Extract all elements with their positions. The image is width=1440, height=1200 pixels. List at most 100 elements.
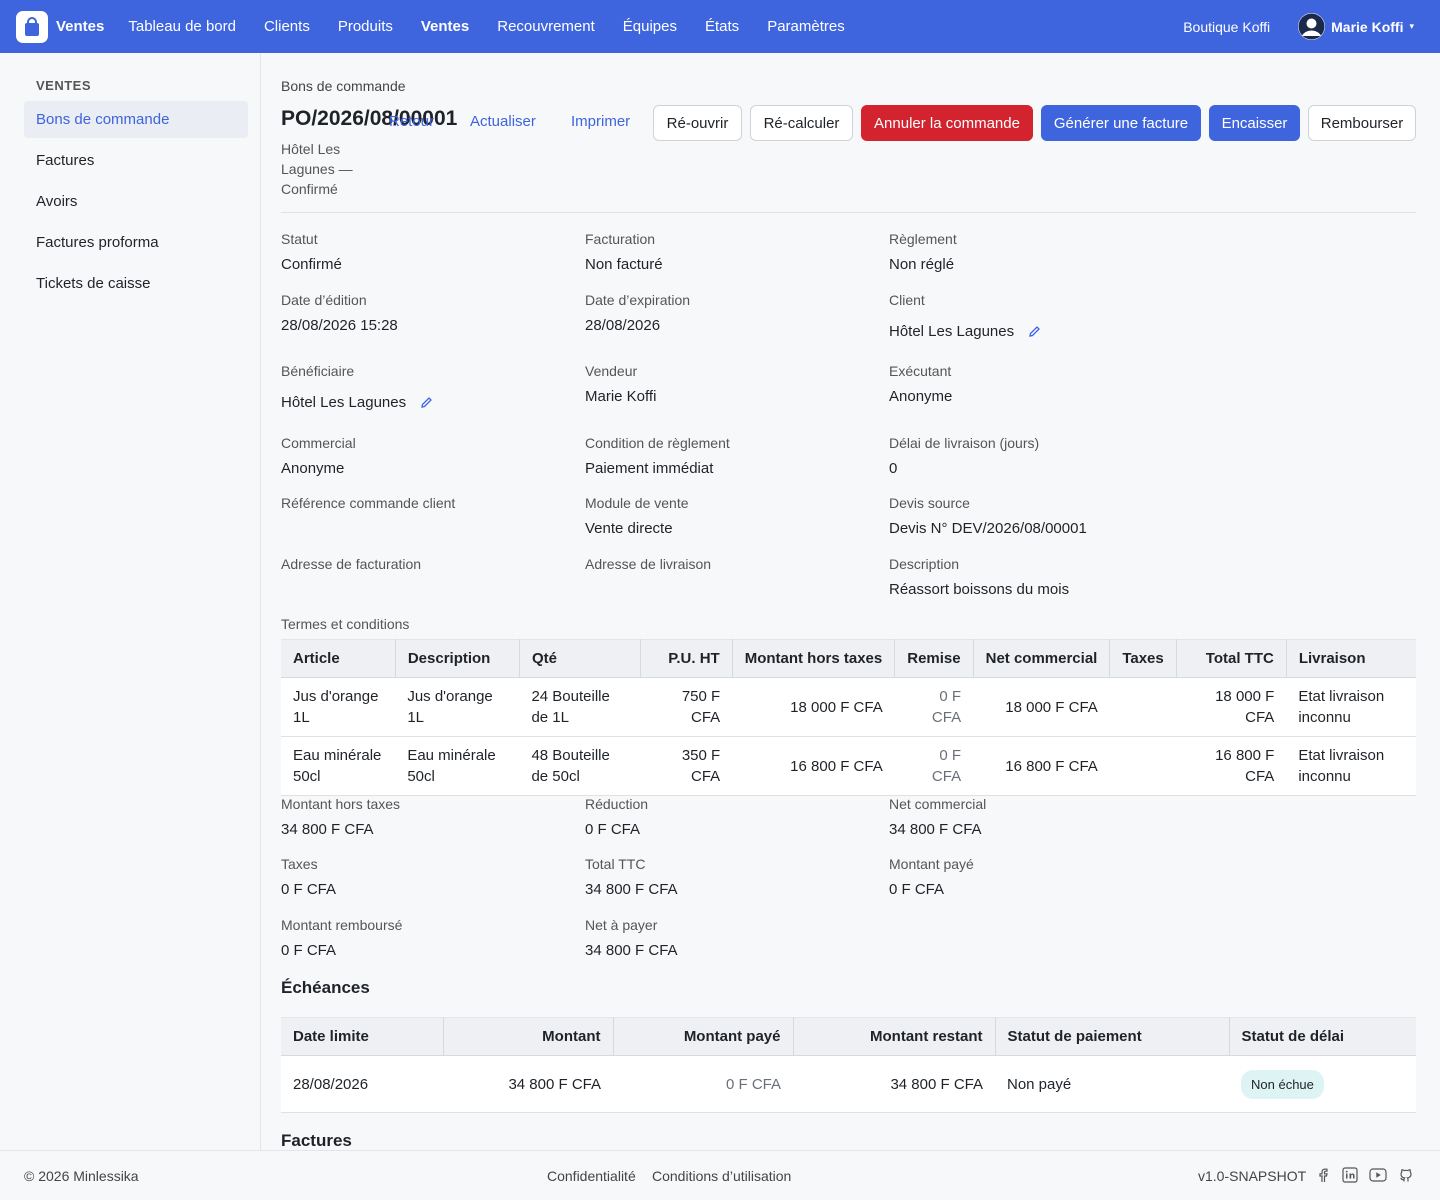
edit-beneficiary-pencil-icon[interactable] xyxy=(420,396,433,409)
field-sales-module: Module de vente Vente directe xyxy=(585,495,689,537)
nav-settings[interactable]: Paramètres xyxy=(767,18,845,35)
cell-description: Eau minérale 50cl xyxy=(395,736,520,796)
field-issue-date: Date d’édition 28/08/2026 15:28 xyxy=(281,292,398,334)
column-header[interactable]: Date limite xyxy=(281,1017,444,1056)
total-net: Net commercial 34 800 F CFA xyxy=(889,796,987,838)
field-client-reference: Référence commande client xyxy=(281,495,456,511)
nav-products[interactable]: Produits xyxy=(337,18,393,35)
sidebar-item-invoices[interactable]: Factures xyxy=(36,152,95,169)
column-header[interactable]: P.U. HT xyxy=(640,639,733,678)
refresh-link[interactable]: Actualiser xyxy=(470,113,536,130)
divider xyxy=(281,212,1416,213)
column-header[interactable]: Montant restant xyxy=(793,1017,996,1056)
column-header[interactable]: Montant hors taxes xyxy=(732,639,896,678)
cell-unit-price: 750 F CFA xyxy=(640,677,733,737)
user-avatar-icon[interactable] xyxy=(1298,13,1326,40)
sidebar-item-proforma[interactable]: Factures proforma xyxy=(36,234,159,251)
cell-amount: 34 800 F CFA xyxy=(443,1055,613,1113)
edit-client-pencil-icon[interactable] xyxy=(1028,325,1041,338)
cell-taxes xyxy=(1109,677,1177,737)
cell-amount-paid: 0 F CFA xyxy=(613,1055,793,1113)
nav-clients[interactable]: Clients xyxy=(263,18,310,35)
cell-article: Jus d'orange 1L xyxy=(281,677,396,737)
table-row[interactable]: Eau minérale 50cl Eau minérale 50cl 48 B… xyxy=(281,736,1416,796)
client-value: Hôtel Les Lagunes xyxy=(889,323,1015,340)
youtube-icon[interactable] xyxy=(1369,1166,1387,1184)
cancel-order-button[interactable]: Annuler la commande xyxy=(861,105,1033,141)
total-to-pay: Net à payer 34 800 F CFA xyxy=(585,917,678,959)
privacy-link[interactable]: Confidentialité xyxy=(547,1167,636,1184)
table-row[interactable]: Jus d'orange 1L Jus d'orange 1L 24 Boute… xyxy=(281,677,1416,737)
column-header[interactable]: Remise xyxy=(894,639,974,678)
total-ttc: Total TTC 34 800 F CFA xyxy=(585,856,678,898)
total-reduction: Réduction 0 F CFA xyxy=(585,796,649,838)
top-navbar: Ventes Tableau de bord Clients Produits … xyxy=(0,0,1440,53)
field-shipping-address: Adresse de livraison xyxy=(585,556,712,572)
total-ht: Montant hors taxes 34 800 F CFA xyxy=(281,796,401,838)
cell-description: Jus d'orange 1L xyxy=(395,677,520,737)
column-header[interactable]: Montant payé xyxy=(613,1017,794,1056)
field-billing: Facturation Non facturé xyxy=(585,231,663,273)
field-description: Description Réassort boissons du mois xyxy=(889,556,1070,598)
field-executor: Exécutant Anonyme xyxy=(889,363,953,405)
nav-reports[interactable]: États xyxy=(705,18,740,35)
linkedin-icon[interactable] xyxy=(1341,1166,1359,1184)
recalculate-button[interactable]: Ré-calculer xyxy=(750,105,853,141)
column-header[interactable]: Taxes xyxy=(1109,639,1177,678)
cell-unit-price: 350 F CFA xyxy=(640,736,733,796)
schedule-title: Échéances xyxy=(281,978,370,997)
column-header[interactable]: Statut de délai xyxy=(1229,1017,1416,1056)
copyright: © 2026 Minlessika xyxy=(24,1167,139,1184)
status-badge: Non échue xyxy=(1241,1069,1324,1099)
column-header[interactable]: Net commercial xyxy=(973,639,1111,678)
cell-due-date: 28/08/2026 xyxy=(281,1055,443,1113)
version-label: v1.0-SNAPSHOT xyxy=(1198,1167,1307,1184)
table-row[interactable]: 28/08/2026 34 800 F CFA 0 F CFA 34 800 F… xyxy=(281,1055,1416,1113)
facebook-icon[interactable] xyxy=(1314,1166,1332,1184)
collect-payment-button[interactable]: Encaisser xyxy=(1209,105,1300,141)
nav-recovery[interactable]: Recouvrement xyxy=(497,18,595,35)
sidebar-item-receipts[interactable]: Tickets de caisse xyxy=(36,275,151,292)
print-link[interactable]: Imprimer xyxy=(571,113,631,130)
refund-button[interactable]: Rembourser xyxy=(1308,105,1416,141)
generate-invoice-button[interactable]: Générer une facture xyxy=(1041,105,1201,141)
nav-dashboard[interactable]: Tableau de bord xyxy=(128,18,236,35)
nav-teams[interactable]: Équipes xyxy=(622,18,677,35)
field-status: Statut Confirmé xyxy=(281,231,342,273)
sidebar-item-purchase-orders[interactable]: Bons de commande xyxy=(24,101,248,138)
user-menu[interactable]: Marie Koffi xyxy=(1331,18,1404,35)
field-payment: Règlement Non réglé xyxy=(889,231,957,273)
nav-sales[interactable]: Ventes xyxy=(420,18,470,35)
column-header[interactable]: Livraison xyxy=(1286,639,1416,678)
schedule-table: Date limite Montant Montant payé Montant… xyxy=(281,1017,1416,1113)
reopen-button[interactable]: Ré-ouvrir xyxy=(653,105,742,141)
field-terms: Termes et conditions xyxy=(281,616,410,632)
column-header[interactable]: Description xyxy=(395,639,520,678)
cell-net: 18 000 F CFA xyxy=(973,677,1110,737)
cell-payment-status: Non payé xyxy=(995,1055,1229,1113)
column-header[interactable]: Total TTC xyxy=(1176,639,1287,678)
column-header[interactable]: Montant xyxy=(443,1017,614,1056)
field-seller: Vendeur Marie Koffi xyxy=(585,363,657,405)
cell-article: Eau minérale 50cl xyxy=(281,736,396,796)
field-payment-terms: Condition de règlement Paiement immédiat xyxy=(585,435,730,477)
breadcrumb[interactable]: Bons de commande xyxy=(281,78,406,94)
terms-link[interactable]: Conditions d’utilisation xyxy=(652,1167,792,1184)
cell-total-ttc: 16 800 F CFA xyxy=(1176,736,1287,796)
cell-taxes xyxy=(1109,736,1177,796)
app-brand[interactable]: Ventes xyxy=(56,18,105,35)
sidebar-item-credit-notes[interactable]: Avoirs xyxy=(36,193,78,210)
column-header[interactable]: Article xyxy=(281,639,396,678)
field-source-quote: Devis source Devis N° DEV/2026/08/00001 xyxy=(889,495,1087,537)
back-link[interactable]: Retour xyxy=(389,113,435,130)
cell-delivery: Etat livraison inconnu xyxy=(1286,677,1416,737)
column-header[interactable]: Qté xyxy=(519,639,642,678)
column-header[interactable]: Statut de paiement xyxy=(995,1017,1230,1056)
beneficiary-value: Hôtel Les Lagunes xyxy=(281,394,407,411)
shop-switcher[interactable]: Boutique Koffi xyxy=(1183,18,1271,35)
shopping-bag-icon[interactable] xyxy=(16,10,48,43)
github-icon[interactable] xyxy=(1397,1166,1415,1184)
chevron-down-icon[interactable]: ▾ xyxy=(1409,21,1414,31)
cell-amount-ht: 18 000 F CFA xyxy=(732,677,895,737)
total-refunded: Montant remboursé 0 F CFA xyxy=(281,917,403,959)
